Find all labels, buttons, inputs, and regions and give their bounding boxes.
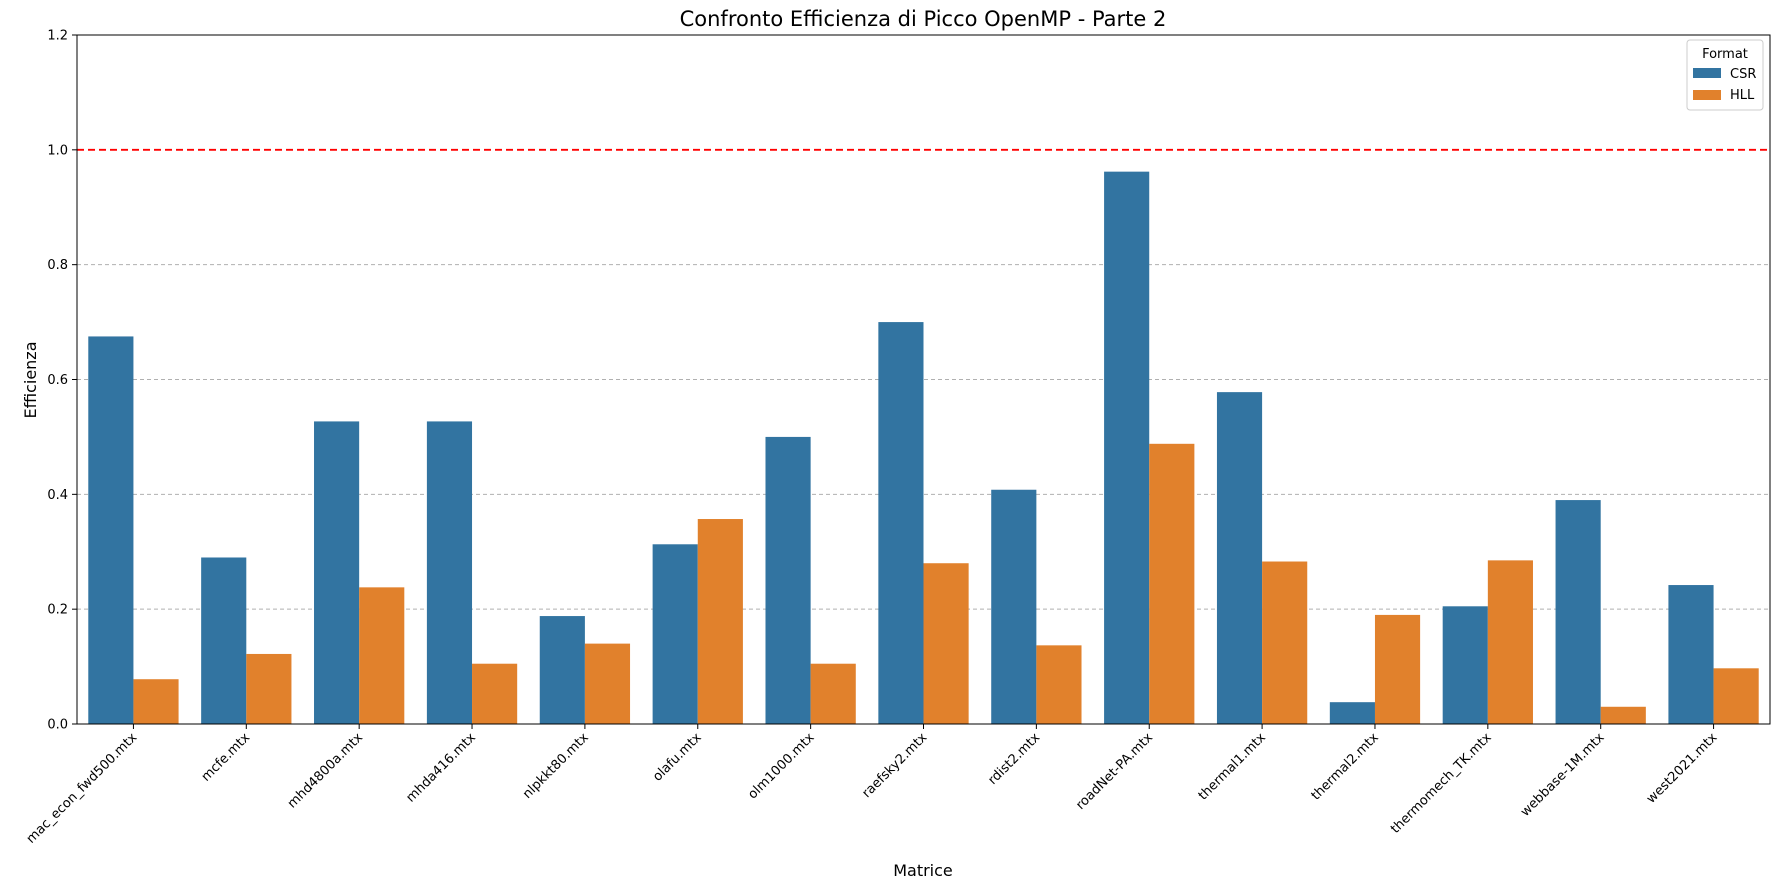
bar-hll-mac-econ-fwd500-mtx xyxy=(133,679,179,724)
bar-csr-thermal2-mtx xyxy=(1329,702,1375,724)
bar-csr-raefsky2-mtx xyxy=(878,322,924,724)
bar-hll-raefsky2-mtx xyxy=(923,563,969,724)
x-tick-label: mhd4800a.mtx xyxy=(285,730,366,811)
legend-swatch-hll xyxy=(1693,90,1721,100)
x-tick-label: olafu.mtx xyxy=(650,730,705,785)
bar-csr-west2021-mtx xyxy=(1668,585,1714,724)
legend-label-hll: HLL xyxy=(1730,88,1755,103)
bar-hll-thermomech-tk-mtx xyxy=(1487,560,1533,724)
bar-hll-webbase-1m-mtx xyxy=(1600,706,1646,724)
x-axis: mac_econ_fwd500.mtx mcfe.mtx mhd4800a.mtx m… xyxy=(24,724,1721,847)
bar-hll-thermal2-mtx xyxy=(1374,614,1421,724)
y-tick-label: 0.2 xyxy=(47,603,68,618)
legend-label-csr: CSR xyxy=(1730,67,1756,82)
x-tick-label: mhda416.mtx xyxy=(404,730,480,806)
y-axis-label: Efficienza xyxy=(21,341,40,418)
bar-hll-mhda416-mtx xyxy=(472,663,518,724)
bar-csr-roadnet-pa-mtx xyxy=(1104,171,1150,724)
bar-csr-mhd4800a-mtx xyxy=(314,421,360,724)
bar-csr-thermal1-mtx xyxy=(1216,392,1263,724)
x-tick-label: west2021.mtx xyxy=(1644,730,1721,807)
legend: Format CSR HLL xyxy=(1686,39,1764,111)
bar-hll-mhd4800a-mtx xyxy=(359,587,405,724)
bar-hll-olm1000-mtx xyxy=(810,663,856,724)
y-tick-label: 0.0 xyxy=(47,718,68,733)
x-axis-label: Matrice xyxy=(893,861,953,880)
x-tick-label: webbase-1M.mtx xyxy=(1518,730,1608,820)
legend-title: Format xyxy=(1702,47,1748,62)
legend-swatch-csr xyxy=(1693,68,1721,78)
bar-csr-webbase-1m-mtx xyxy=(1555,500,1601,724)
x-tick-label: raefsky2.mtx xyxy=(859,730,930,801)
bar-csr-mac-econ-fwd500-mtx xyxy=(88,336,134,724)
bar-csr-olafu-mtx xyxy=(652,544,698,724)
y-tick-label: 0.4 xyxy=(47,488,68,503)
bar-hll-thermal1-mtx xyxy=(1262,561,1308,724)
bar-csr-thermomech-tk-mtx xyxy=(1442,606,1488,724)
x-tick-label: thermal2.mtx xyxy=(1309,730,1382,803)
y-tick-label: 1.0 xyxy=(47,143,68,158)
bar-hll-mcfe-mtx xyxy=(246,653,292,724)
bar-csr-nlpkkt80-mtx xyxy=(539,616,585,724)
x-tick-label: rdist2.mtx xyxy=(985,730,1043,788)
chart-title: Confronto Efficienza di Picco OpenMP - P… xyxy=(680,7,1167,31)
bar-hll-roadnet-pa-mtx xyxy=(1149,443,1195,724)
y-tick-label: 0.8 xyxy=(47,258,68,273)
x-tick-label: mcfe.mtx xyxy=(199,730,254,785)
y-axis: 0.0 0.2 0.4 0.6 0.8 1.0 1.2 xyxy=(47,29,77,733)
bar-hll-west2021-mtx xyxy=(1713,668,1759,724)
bar-csr-mhda416-mtx xyxy=(426,421,473,724)
bar-hll-olafu-mtx xyxy=(697,519,743,724)
bar-hll-rdist2-mtx xyxy=(1036,645,1082,724)
bar-csr-mcfe-mtx xyxy=(201,557,247,724)
bar-hll-nlpkkt80-mtx xyxy=(584,643,631,724)
bar-csr-rdist2-mtx xyxy=(991,489,1037,724)
bar-csr-olm1000-mtx xyxy=(765,436,811,724)
x-tick-label: nlpkkt80.mtx xyxy=(520,730,592,802)
x-tick-label: thermal1.mtx xyxy=(1196,730,1269,803)
x-tick-label: thermomech_TK.mtx xyxy=(1388,730,1495,837)
x-tick-label: olm1000.mtx xyxy=(745,730,817,802)
x-tick-label: roadNet-PA.mtx xyxy=(1073,730,1156,813)
x-tick-label: mac_econ_fwd500.mtx xyxy=(24,730,141,847)
y-tick-label: 0.6 xyxy=(47,373,68,388)
bars-layer xyxy=(88,171,1759,724)
y-tick-label: 1.2 xyxy=(47,29,68,44)
